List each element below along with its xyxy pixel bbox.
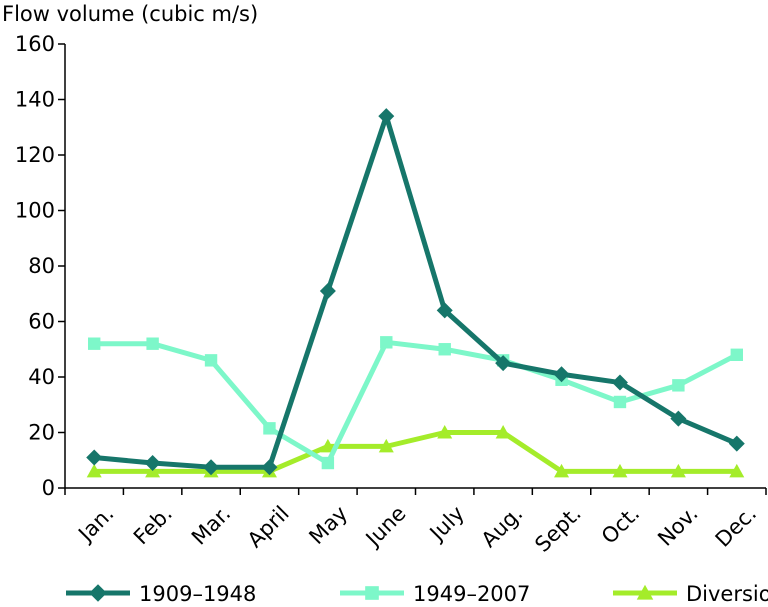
x-tick-label: Sept. [530, 501, 586, 557]
data-point [380, 336, 393, 349]
data-point [261, 459, 278, 476]
data-point [88, 337, 101, 350]
data-point [495, 355, 512, 372]
legend-label: 1949–2007 [413, 582, 530, 606]
x-tick-label: July [424, 501, 469, 546]
series-2 [88, 336, 743, 470]
series-line [94, 339, 738, 466]
x-ticks: Jan. Feb. Mar. April May June July Aug. Sept. Oct… [64, 488, 767, 557]
y-tick-label: 20 [28, 421, 55, 445]
data-point [86, 463, 102, 478]
y-tick-label: 40 [28, 365, 55, 389]
data-point [495, 425, 511, 439]
data-point [612, 463, 628, 478]
y-tick-label: 60 [28, 310, 55, 334]
y-tick-label: 0 [42, 476, 55, 500]
axes [64, 44, 766, 489]
x-tick-label: June [360, 501, 411, 552]
data-point [553, 366, 570, 383]
data-point [146, 337, 159, 350]
series-line [93, 113, 738, 470]
legend-item-1: 1909–1948 [66, 582, 256, 606]
legend-item-2: 1949–2007 [340, 582, 530, 606]
y-axis-label: Flow volume (cubic m/s) [2, 2, 259, 26]
data-point [728, 435, 745, 452]
x-tick-label: Dec. [711, 501, 761, 551]
y-tick-label: 100 [15, 199, 55, 223]
data-point [86, 449, 103, 466]
series-line [94, 430, 737, 474]
data-point [319, 282, 336, 299]
data-point [437, 425, 453, 439]
x-tick-label: Nov. [653, 501, 703, 551]
data-point [321, 456, 335, 470]
data-point [203, 459, 220, 476]
data-point [730, 348, 743, 361]
data-point [729, 463, 745, 478]
legend-item-3: Diversion [613, 582, 768, 606]
legend-marker [636, 584, 654, 600]
x-tick-label: Feb. [129, 501, 177, 549]
legend-label: 1909–1948 [139, 582, 256, 606]
x-tick-label: May [304, 501, 352, 549]
data-point [263, 422, 276, 435]
data-point [320, 438, 336, 453]
series-3 [86, 425, 745, 478]
y-ticks: 0 20 40 60 80 100 120 140 160 [15, 32, 65, 500]
legend-marker [89, 584, 107, 602]
series-layer [86, 108, 745, 478]
x-tick-label: Jan. [72, 501, 118, 547]
data-point [378, 108, 395, 125]
x-tick-label: April [243, 501, 294, 552]
x-tick-label: Mar. [187, 501, 235, 549]
series-1 [86, 108, 745, 476]
x-tick-label: Oct. [597, 501, 644, 548]
data-point [204, 354, 218, 367]
data-point [670, 463, 686, 478]
data-point [554, 463, 570, 478]
y-tick-label: 80 [28, 254, 55, 278]
x-tick-label: Aug. [477, 501, 528, 552]
data-point [613, 395, 627, 409]
legend-marker [365, 586, 379, 600]
data-point [672, 379, 685, 392]
data-point [144, 455, 161, 472]
y-tick-label: 160 [15, 32, 55, 56]
data-point [611, 374, 628, 391]
data-point [670, 410, 687, 427]
legend: 1909–1948 1949–2007 Diversion [66, 582, 768, 606]
legend-label: Diversion [686, 582, 768, 606]
data-point [436, 302, 453, 319]
data-point [378, 438, 394, 453]
data-point [438, 343, 451, 356]
y-tick-label: 140 [15, 88, 55, 112]
y-tick-label: 120 [15, 143, 55, 167]
